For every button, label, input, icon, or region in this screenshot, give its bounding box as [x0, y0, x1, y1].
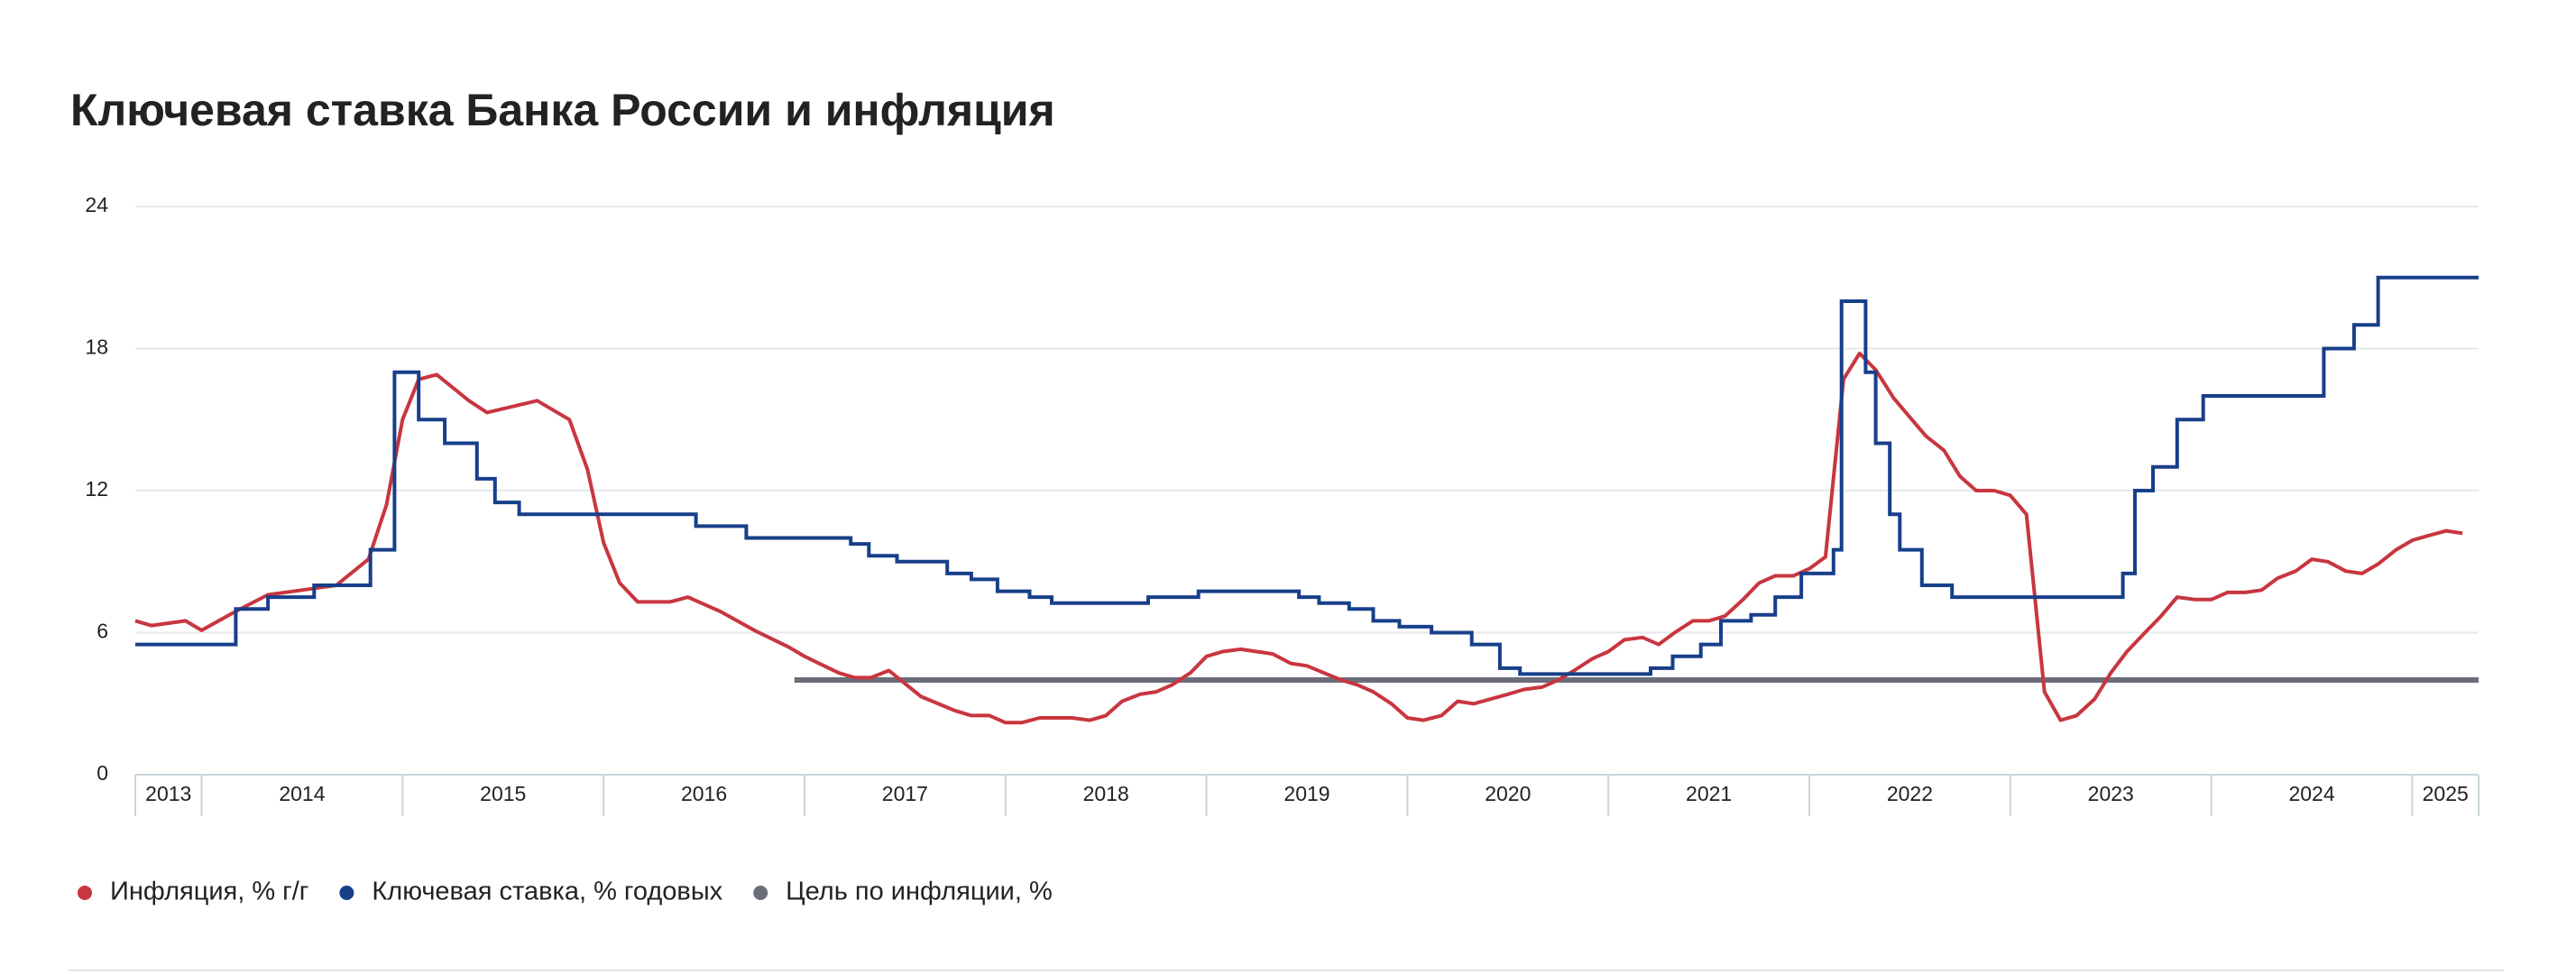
- x-tick-label: 2025: [2423, 782, 2469, 805]
- x-tick-label: 2021: [1686, 782, 1732, 805]
- x-tick-label: 2019: [1283, 782, 1329, 805]
- x-tick-label: 2024: [2288, 782, 2334, 805]
- series-line: [135, 275, 2479, 676]
- legend-marker: [339, 886, 354, 900]
- x-tick-label: 2013: [145, 782, 191, 805]
- y-tick-label: 12: [85, 477, 108, 501]
- y-tick-label: 24: [85, 193, 108, 216]
- y-tick-label: 6: [97, 620, 108, 643]
- x-tick-label: 2017: [882, 782, 928, 805]
- legend-marker: [753, 886, 768, 900]
- y-tick-label: 18: [85, 335, 108, 359]
- x-tick-label: 2022: [1887, 782, 1933, 805]
- legend-marker: [78, 886, 92, 900]
- x-tick-label: 2018: [1083, 782, 1129, 805]
- series-line: [134, 351, 2463, 725]
- legend-label: Цель по инфляции, %: [786, 878, 1053, 906]
- x-tick-label: 2015: [480, 782, 526, 805]
- legend-label: Ключевая ставка, % годовых: [372, 878, 722, 906]
- x-tick-label: 2020: [1485, 782, 1531, 805]
- y-tick-label: 0: [97, 761, 108, 785]
- x-tick-label: 2023: [2088, 782, 2134, 805]
- chart-title: Ключевая ставка Банка России и инфляция: [70, 85, 1055, 135]
- x-tick-label: 2016: [681, 782, 727, 805]
- x-tick-label: 2014: [279, 782, 325, 805]
- legend-label: Инфляция, % г/г: [110, 878, 308, 906]
